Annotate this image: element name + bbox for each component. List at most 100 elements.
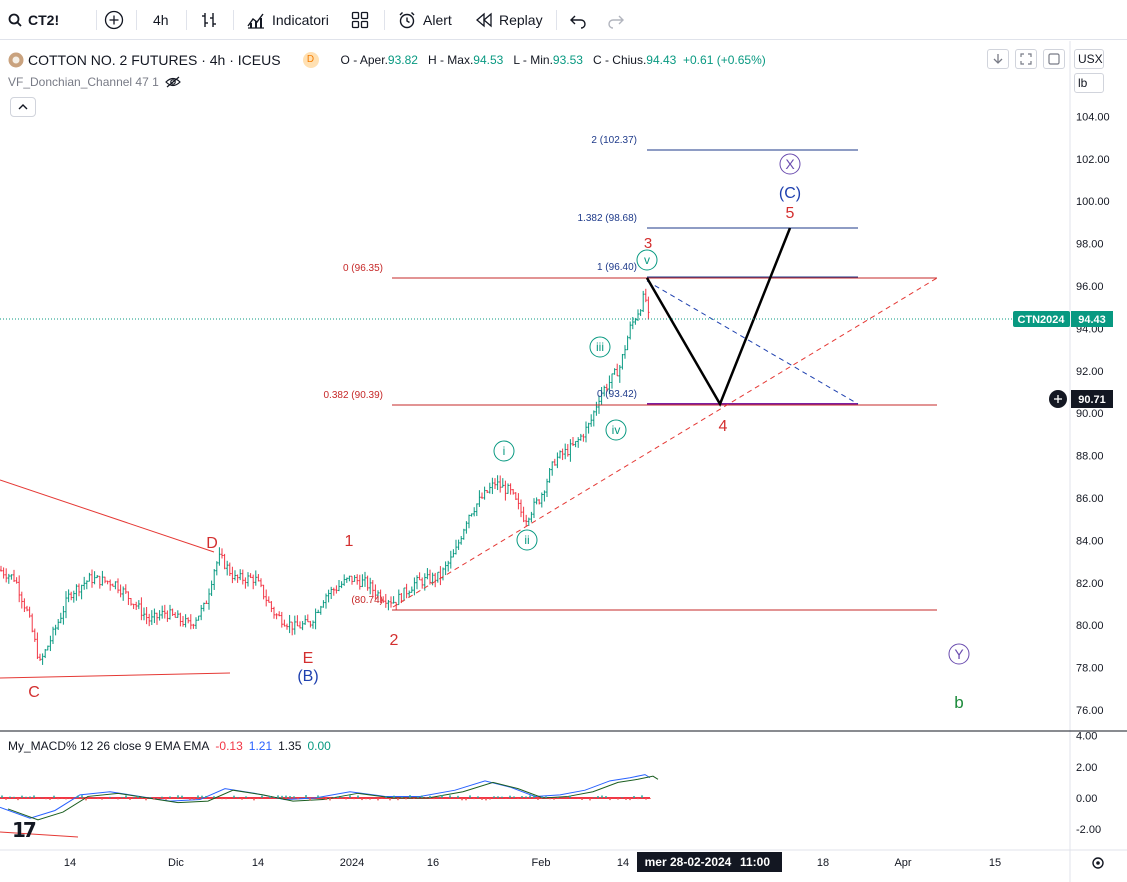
wave-label-v: v [644, 253, 650, 267]
ohlc-values: O - Aper.93.82 H - Max.94.53 L - Min.93.… [341, 53, 766, 67]
wave-label-2: 2 [390, 632, 399, 649]
time-tick-label: 14 [252, 857, 264, 869]
wave-iii-circle [589, 336, 611, 358]
price-tick-label: 82.00 [1076, 578, 1104, 590]
symbol-tag-text: CTN2024 [1017, 314, 1065, 326]
price-tick-label: 90.00 [1076, 408, 1104, 420]
restore-button[interactable] [1043, 49, 1065, 69]
price-tick-label: 86.00 [1076, 493, 1104, 505]
redo-icon [608, 15, 624, 29]
dashed-trendline-blue[interactable] [646, 280, 859, 405]
time-tick-label: 16 [427, 857, 439, 869]
wave-y-circle [948, 643, 970, 665]
price-tick-label: 92.00 [1076, 366, 1104, 378]
interval-label: 4h [153, 12, 169, 28]
indicators-button[interactable]: Indicatori [246, 8, 329, 32]
crosshair-price-text: 90.71 [1078, 394, 1106, 406]
collapse-legend-button[interactable] [10, 97, 36, 117]
macd-value-3: 1.35 [278, 739, 302, 753]
fib-label-1382: 1.382 (98.68) [578, 213, 638, 224]
crosshair-price-tag[interactable]: 90.71 [1049, 390, 1113, 408]
macd-legend[interactable]: My_MACD% 12 26 close 9 EMA EMA -0.13 1.2… [8, 739, 331, 753]
unit-select[interactable]: lb [1074, 73, 1104, 93]
arrow-down-icon [993, 54, 1003, 64]
wave-label-3: 3 [644, 235, 652, 252]
gear-icon[interactable] [1092, 857, 1104, 869]
time-tick-label: 14 [617, 857, 629, 869]
macd-pane [0, 774, 659, 838]
alert-label: Alert [423, 12, 452, 28]
indicator-legend[interactable]: VF_Donchian_Channel 47 1 [8, 75, 181, 89]
compare-add-button[interactable] [104, 8, 124, 32]
currency-select[interactable]: USX [1074, 49, 1104, 69]
interval-button[interactable]: 4h [153, 8, 169, 32]
indicators-icon [247, 13, 264, 29]
symbol-legend: COTTON NO. 2 FUTURES · 4h · ICEUS D O - … [8, 50, 766, 70]
price-tick-label: 96.00 [1076, 281, 1104, 293]
price-tick-label: 78.00 [1076, 663, 1104, 675]
price-tick-label: 80.00 [1076, 620, 1104, 632]
wave-x-circle [779, 153, 801, 175]
search-icon [8, 13, 22, 27]
wave-label-iii: iii [596, 340, 604, 354]
indicator-name: VF_Donchian_Channel 47 1 [8, 75, 159, 89]
retrace-label-0: 0 (96.35) [343, 263, 383, 274]
symbol-label: CT2! [28, 12, 60, 28]
dashed-trendline-red[interactable] [392, 277, 938, 608]
wave-iv-circle [605, 419, 627, 441]
wave-label-4: 4 [719, 418, 728, 435]
drawings[interactable] [0, 149, 938, 679]
change-value: +0.61 [683, 53, 714, 67]
wave-label-i: i [503, 444, 506, 458]
undo-icon [570, 15, 586, 29]
scroll-down-button[interactable] [987, 49, 1009, 69]
macd-axis: 4.00 2.00 0.00 -2.00 [1076, 731, 1101, 837]
wave-label-d: D [206, 535, 218, 552]
undo-button[interactable] [569, 8, 587, 32]
wave-label-iv: iv [612, 423, 621, 437]
fib-label-0: 0 (93.42) [597, 389, 637, 400]
maximize-button[interactable] [1015, 49, 1037, 69]
crosshair-time-text: 11:00 [740, 855, 770, 869]
symbol-search-button[interactable]: CT2! [8, 8, 59, 32]
triangle-upper-line[interactable] [0, 479, 215, 553]
alert-button[interactable]: Alert [397, 8, 452, 32]
wave-label-c: C [28, 684, 40, 701]
eye-hidden-icon[interactable] [164, 76, 181, 88]
chevron-up-icon [18, 104, 28, 110]
bar-chart-type-icon [202, 13, 216, 27]
change-pct-value: (+0.65%) [716, 53, 766, 67]
macd-value-1: -0.13 [215, 739, 243, 753]
wave-label-y: Y [954, 646, 964, 662]
macd-trendline[interactable] [0, 831, 79, 838]
macd-line [0, 774, 651, 819]
wave-i-circle [493, 440, 515, 462]
price-axis[interactable]: 104.00102.00100.0098.0096.0094.0092.0090… [1076, 111, 1110, 717]
redo-button[interactable] [607, 8, 625, 32]
triangle-lower-line[interactable] [0, 672, 231, 679]
high-value: 94.53 [473, 53, 504, 67]
crosshair-date-tag: mer 28-02-2024 11:00 [637, 852, 782, 872]
price-tick-label: 76.00 [1076, 705, 1104, 717]
macd-name: My_MACD% 12 26 close 9 EMA EMA [8, 739, 210, 753]
time-tick-label: Apr [894, 857, 911, 869]
replay-button[interactable]: Replay [475, 8, 543, 32]
wave-ii-circle [516, 529, 538, 551]
data-badge: D [302, 52, 319, 68]
crosshair-date-text: mer 28-02-2024 [645, 855, 732, 869]
cotton-logo-icon [8, 52, 24, 68]
layouts-button[interactable] [351, 8, 369, 32]
time-axis[interactable]: 14 Dic 14 2024 16 Feb 14 18 Apr 15 [64, 857, 1001, 869]
symbol-title[interactable]: COTTON NO. 2 FUTURES · 4h · ICEUS [28, 52, 281, 68]
macd-tick-label: 4.00 [1076, 731, 1097, 743]
time-tick-label: Feb [532, 857, 551, 869]
macd-value-4: 0.00 [307, 739, 331, 753]
wave-label-b: b [954, 693, 963, 712]
time-tick-label: 2024 [340, 857, 364, 869]
chart-canvas[interactable]: 104.00102.00100.0098.0096.0094.0092.0090… [0, 41, 1127, 882]
time-tick-label: 14 [64, 857, 76, 869]
tradingview-logo[interactable]: 17 [12, 818, 37, 842]
chart-type-button[interactable] [199, 8, 219, 32]
projection-path[interactable] [645, 227, 792, 407]
price-tick-label: 100.00 [1076, 196, 1110, 208]
